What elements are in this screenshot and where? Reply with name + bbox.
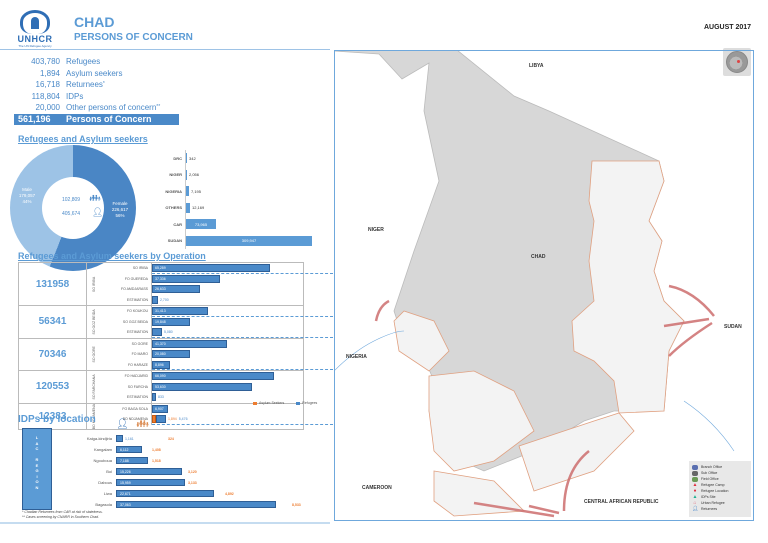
field-office-icon <box>692 476 698 482</box>
sub-office-icon <box>692 470 698 476</box>
map-label-libya: LIBYA <box>529 63 544 69</box>
map-label-sudan: SUDAN <box>724 324 742 330</box>
origin-row: DRC 342 <box>155 150 325 167</box>
footer-divider <box>0 522 330 524</box>
section-title-idps: IDPs by location <box>18 414 96 425</box>
section-title-refugees: Refugees and Asylum seekers <box>18 134 148 144</box>
origin-row: SUDAN 309,947 <box>155 232 325 249</box>
logo-text: UNHCR <box>17 34 53 44</box>
report-date: AUGUST 2017 <box>704 24 752 31</box>
male-slice-label: Male 179,057 44% <box>18 187 36 204</box>
unhcr-emblem-icon <box>20 10 50 34</box>
idp-row: Ngouboua 7,188 1,518 <box>93 457 161 464</box>
map-label-chad: CHAD <box>531 254 546 260</box>
donut-individuals: 405,674 <box>62 211 81 217</box>
summary-row-total: 561,196 Persons of Concern <box>14 113 179 125</box>
map-label-niger: NIGER <box>368 227 384 233</box>
person-icon: 👤︎ <box>92 207 104 217</box>
idp-row: Liwa 22,671 4,892 <box>103 490 234 497</box>
summary-row-asylum: 1,894 Asylum seekers <box>39 68 123 78</box>
locator-globe-icon <box>723 48 751 76</box>
idp-row: Kangalam 6,112 1,408 <box>93 446 161 453</box>
family-icon: 👪︎ <box>89 193 101 203</box>
refugee-location-icon: ● <box>693 487 697 494</box>
map-legend: Branch Office Sub Office Field Office ▲ R… <box>689 461 751 517</box>
origin-row: OTHERS 12,169 <box>155 199 325 216</box>
op-group-farchana: 120553 SO FARCHANA FO HADJARID 66,090 SO F… <box>19 371 303 404</box>
unhcr-logo: UNHCR The UN Refugee Agency <box>14 10 56 48</box>
refugee-camp-icon: ▲ <box>692 481 698 488</box>
ops-legend: Asylum Seekers Refugees <box>253 401 317 405</box>
idp-row: Bagasola 37,063 8,533 <box>95 501 301 508</box>
summary-row-other: 20,000 Other persons of concern ** <box>35 103 161 112</box>
branch-office-icon <box>692 464 698 470</box>
map-graphic <box>334 51 735 518</box>
donut-households: 102,809 <box>62 197 81 203</box>
idp-row: Kaiga-kindjiria 1,161 324 <box>86 435 174 442</box>
map-label-nigeria: NIGERIA <box>346 354 367 360</box>
returnees-icon: 👤︎ <box>692 505 699 512</box>
origin-bar-chart: DRC 342 NIGER 2,056 NIGERIA 7,195 OTHERS 12,… <box>155 150 325 249</box>
idp-site-icon: ▲ <box>692 493 698 500</box>
op-group-gore: 70346 SO GORE SO GORE 41,370 FO MARO 20,080… <box>19 338 333 371</box>
map-label-cameroon: CAMEROON <box>362 485 392 491</box>
op-group-gozbeida: 56341 SO GOZ BEIDA FO KOUKOU 31,413 SO GOZ… <box>19 306 333 339</box>
operations-chart: 131958 SO IRIBA SO IRIBA 65,289 FO GUEREDA… <box>18 262 333 430</box>
urban-refugee-icon: ⌂ <box>693 499 697 506</box>
summary-row-returnees: 16,718 Returnees * <box>35 80 105 89</box>
person-icon: 👤︎ <box>116 419 129 430</box>
chad-map: LIBYA NIGER CHAD SUDAN NIGERIA CAMEROON … <box>334 50 754 521</box>
map-label-car: CENTRAL AFRICAN REPUBLIC <box>584 499 659 505</box>
page-subtitle: PERSONS OF CONCERN <box>74 32 193 43</box>
summary-figures: 403,780 Refugees 1,894 Asylum seekers 16,7… <box>14 56 179 125</box>
female-slice-label: Female 226,617 56% <box>111 201 129 218</box>
header-divider <box>0 49 330 50</box>
origin-row: NIGERIA 7,195 <box>155 183 325 200</box>
idp-row: Dabous 15,959 3,133 <box>98 479 197 486</box>
gender-donut-chart: Male 179,057 44% Female 226,617 56% 102,809 … <box>10 145 136 271</box>
section-title-operations: Refugees and Asylum seekers by Operation <box>18 251 206 261</box>
summary-row-idps: 118,804 IDPs <box>31 91 84 101</box>
footnotes: * Chadian Returnees from CAR at risk of … <box>22 510 103 519</box>
logo-tagline: The UN Refugee Agency <box>18 44 52 48</box>
op-group-iriba: 131958 SO IRIBA SO IRIBA 65,289 FO GUEREDA… <box>19 263 333 306</box>
origin-row: NIGER 2,056 <box>155 166 325 183</box>
idp-row: Bol 15,226 3,120 <box>106 468 197 475</box>
household-icon: 👪︎ <box>136 419 149 430</box>
op-group-ndjamena: 12383 BO NDJAMENA FO BAGA SOLA 6,907 BO ND… <box>19 403 333 429</box>
origin-row: CAR 73,965 <box>155 216 325 233</box>
country-title: CHAD <box>74 14 115 30</box>
summary-row-refugees: 403,780 Refugees <box>31 57 101 66</box>
